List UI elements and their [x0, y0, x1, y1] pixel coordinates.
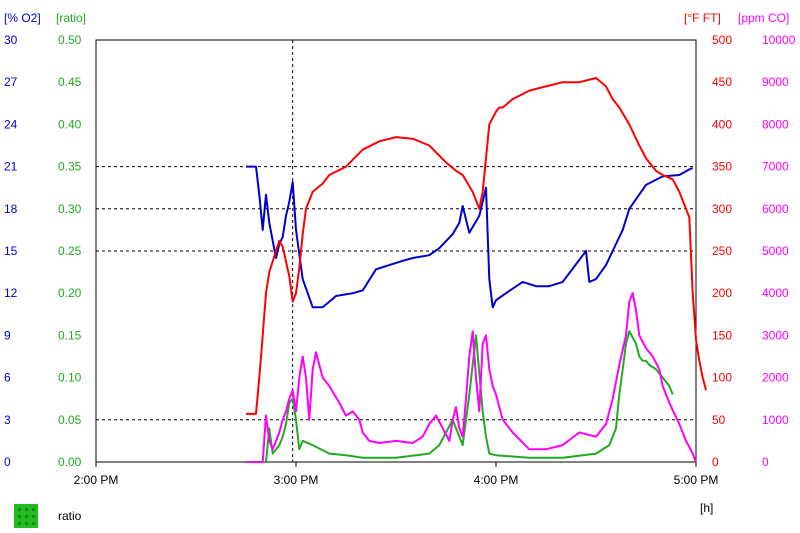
tick-ratio-5: 0.25 [58, 244, 82, 258]
x-tick-2: 4:00 PM [474, 473, 519, 487]
tick-ft-6: 300 [712, 202, 732, 216]
tick-ratio-2: 0.10 [58, 371, 82, 385]
tick-co-9: 9000 [762, 75, 789, 89]
tick-ft-9: 450 [712, 75, 732, 89]
tick-o2-1: 3 [4, 413, 11, 427]
tick-o2-7: 21 [4, 160, 18, 174]
tick-ft-0: 0 [712, 455, 719, 469]
axis-label-o2: [% O2] [4, 11, 41, 25]
tick-ft-5: 250 [712, 244, 732, 258]
series-line-ft [246, 77, 707, 415]
tick-o2-8: 24 [4, 117, 18, 131]
x-tick-0: 2:00 PM [74, 473, 119, 487]
tick-o2-0: 0 [4, 455, 11, 469]
tick-ft-8: 400 [712, 117, 732, 131]
tick-o2-6: 18 [4, 202, 18, 216]
gridlines [96, 166, 696, 421]
tick-ratio-9: 0.45 [58, 75, 82, 89]
tick-ft-3: 150 [712, 328, 732, 342]
tick-ratio-10: 0.50 [58, 33, 82, 47]
tick-o2-5: 15 [4, 244, 18, 258]
axis-label-ft: [°F FT] [684, 11, 721, 25]
tick-co-6: 6000 [762, 202, 789, 216]
tick-co-8: 8000 [762, 117, 789, 131]
tick-o2-10: 30 [4, 33, 18, 47]
tick-ratio-8: 0.40 [58, 117, 82, 131]
tick-co-0: 0 [762, 455, 769, 469]
tick-ratio-0: 0.00 [58, 455, 82, 469]
x-unit-label: [h] [700, 501, 713, 515]
tick-ratio-3: 0.15 [58, 328, 82, 342]
tick-co-2: 2000 [762, 371, 789, 385]
tick-o2-2: 6 [4, 371, 11, 385]
tick-ft-2: 100 [712, 371, 732, 385]
tick-ratio-1: 0.05 [58, 413, 82, 427]
tick-o2-3: 9 [4, 328, 11, 342]
tick-co-5: 5000 [762, 244, 789, 258]
tick-ratio-6: 0.30 [58, 202, 82, 216]
tick-o2-9: 27 [4, 75, 18, 89]
series-layer [246, 77, 707, 463]
axes-layer: [% O2] 0 3 6 9 12 15 18 21 24 27 30 [ratio] 0.00 0.05 0… [4, 11, 796, 469]
tick-co-4: 4000 [762, 286, 789, 300]
series-line-co [246, 292, 697, 463]
tick-ft-1: 50 [712, 413, 726, 427]
axis-label-co: [ppm CO] [738, 11, 789, 25]
tick-ft-4: 200 [712, 286, 732, 300]
tick-ft-7: 350 [712, 160, 732, 174]
tick-co-7: 7000 [762, 160, 789, 174]
tick-ratio-4: 0.20 [58, 286, 82, 300]
legend-label-ratio: ratio [58, 509, 82, 523]
series-line-o2 [246, 165, 694, 309]
x-axis: 2:00 PM 3:00 PM 4:00 PM 5:00 PM [h] [74, 462, 719, 515]
legend-swatch-pattern [18, 508, 35, 525]
tick-co-3: 3000 [762, 328, 789, 342]
x-tick-1: 3:00 PM [274, 473, 319, 487]
legend: ratio [14, 504, 82, 528]
tick-ratio-7: 0.35 [58, 160, 82, 174]
series-line-ratio [265, 330, 674, 463]
tick-ft-10: 500 [712, 33, 732, 47]
tick-o2-4: 12 [4, 286, 18, 300]
x-tick-3: 5:00 PM [674, 473, 719, 487]
tick-co-1: 1000 [762, 413, 789, 427]
tick-co-10: 10000 [762, 33, 796, 47]
axis-label-ratio: [ratio] [56, 11, 86, 25]
